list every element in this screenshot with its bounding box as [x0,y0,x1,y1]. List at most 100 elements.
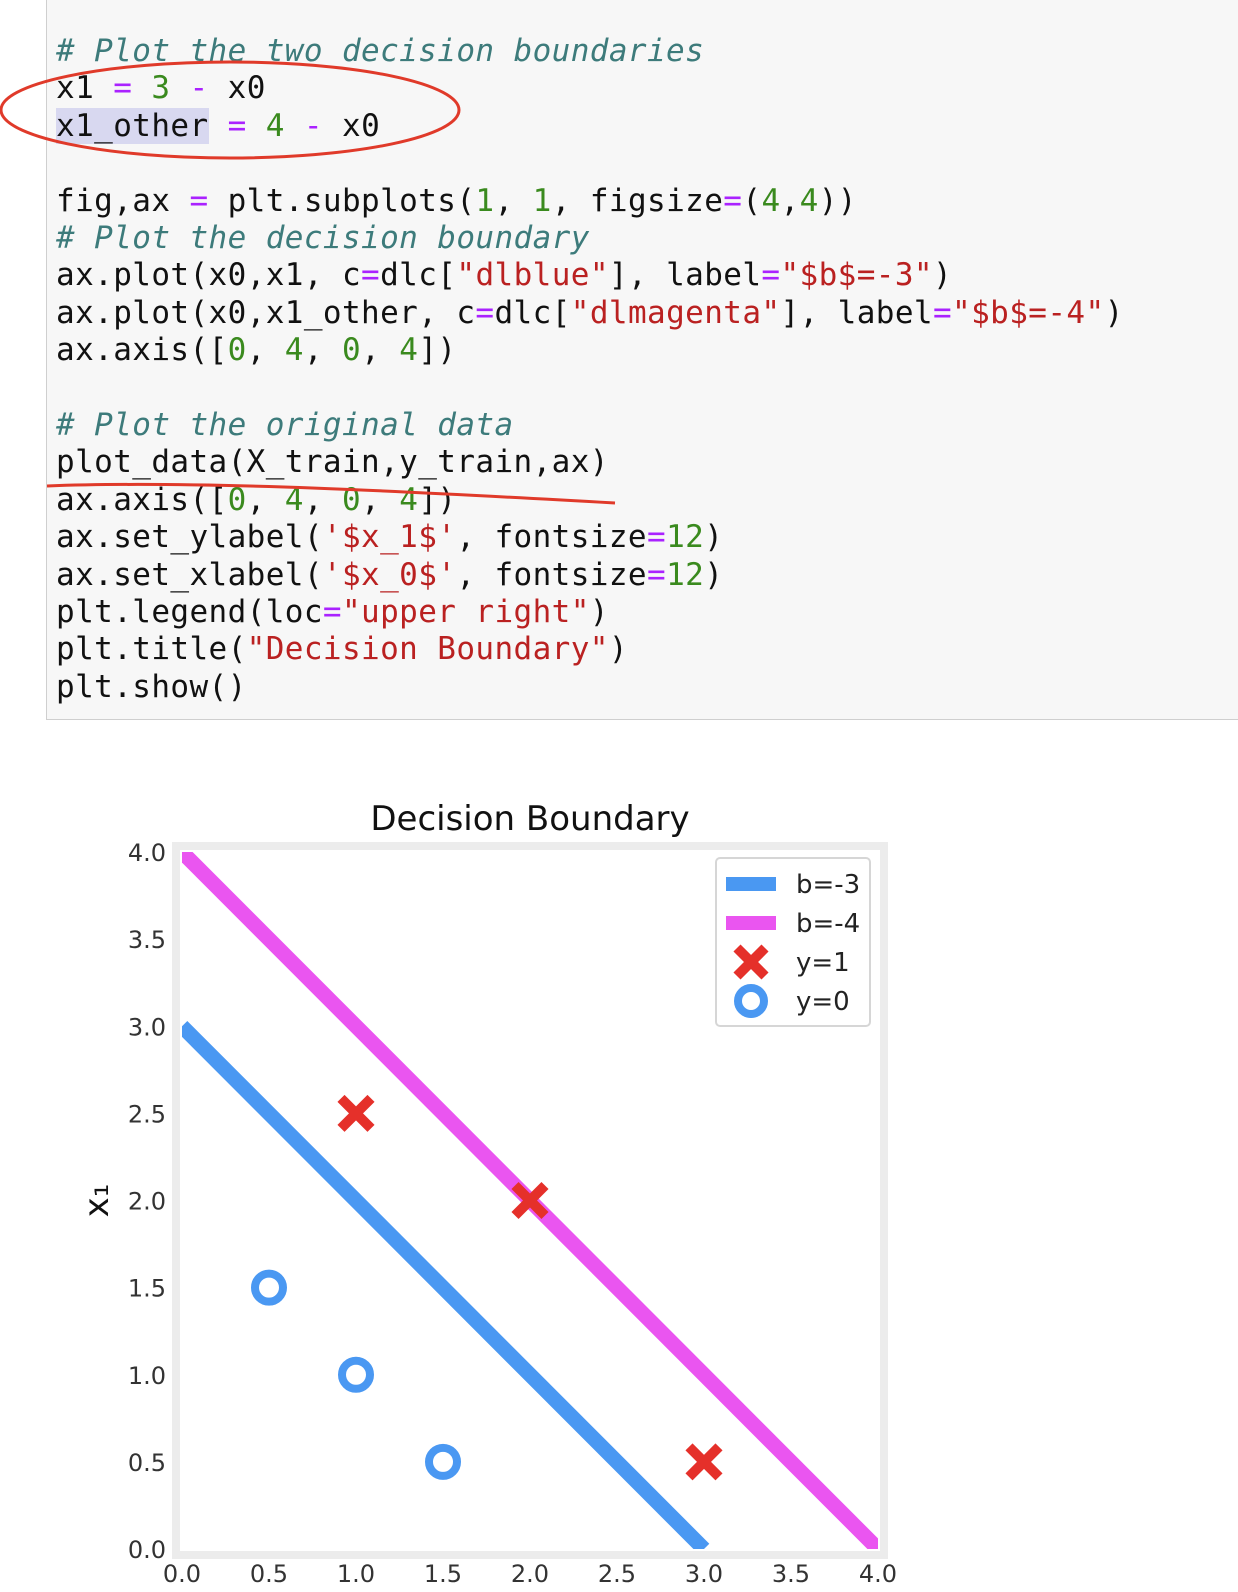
code-token: , fontsize [456,519,647,556]
code-token: ) [704,519,724,556]
y-axis-label: x₁ [77,1184,117,1218]
code-token: 0 [342,481,362,518]
code-token: = [227,107,247,144]
code-token: "Decision Boundary" [246,631,609,668]
x-tick-label: 1.0 [337,1560,375,1588]
code-token [285,108,304,144]
code-token [209,108,228,144]
code-line[interactable]: # Plot the original data [56,406,514,444]
code-token: ax.set_xlabel( [56,556,323,593]
code-line[interactable]: ax.axis([0, 4, 0, 4]) [56,331,456,369]
code-token: dlc[ [380,257,457,294]
chart-title: Decision Boundary [370,799,689,839]
code-token: ax.axis([ [56,481,228,518]
code-token: 1 [532,182,552,219]
code-token: ) [589,594,609,630]
legend-swatch-x [733,944,769,980]
legend-swatch-circle [734,984,768,1018]
code-token: ], label [780,294,933,331]
code-token: "$b$=-3" [780,257,933,294]
code-token: 4 [399,332,419,369]
code-token: ]) [418,332,457,369]
code-line[interactable]: plt.title("Decision Boundary") [56,630,628,668]
code-token: plt.show() [56,668,247,705]
code-token: ]) [418,481,457,518]
code-token: dlc[ [494,294,571,331]
code-token: )) [818,182,857,219]
code-token: plt.subplots( [208,182,476,219]
x-tick-label: 1.5 [424,1560,462,1588]
code-token [132,70,151,106]
code-token: , [303,332,343,369]
code-token: plot_data(X_train,y_train,ax) [56,444,609,481]
code-token: 4 [265,107,285,144]
code-token: = [932,294,953,331]
code-token: "dlmagenta" [570,294,781,331]
code-token: ) [608,631,628,668]
y-tick-label: 0.5 [128,1449,166,1477]
code-line[interactable]: ax.plot(x0,x1, c=dlc["dlblue"], label="$… [56,256,952,294]
y-tick-label: 4.0 [128,839,166,867]
code-token: fig,ax [56,182,190,219]
code-token: "upper right" [341,594,590,630]
code-token: - [189,70,209,107]
code-token: , [246,481,285,518]
legend-label: y=0 [796,987,850,1017]
code-token: x0 [208,70,266,107]
code-line[interactable]: fig,ax = plt.subplots(1, 1, figsize=(4,4… [56,182,857,220]
data-point-positive [511,1181,549,1220]
x-tick-label: 0.0 [163,1560,201,1588]
code-token: x1 [56,70,114,107]
code-line[interactable]: plot_data(X_train,y_train,ax) [56,443,609,481]
code-token: 3 [151,70,171,107]
code-token: ], label [608,257,762,294]
y-tick-label: 2.5 [128,1100,166,1128]
code-token: , [494,182,533,219]
x-tick-label: 2.5 [598,1560,636,1588]
x-tick-label: 2.0 [511,1560,549,1588]
code-token: ax.axis([ [56,332,228,369]
code-token: = [361,257,381,294]
code-token: 4 [799,182,819,219]
code-line[interactable]: ax.axis([0, 4, 0, 4]) [56,481,456,519]
code-token: plt.legend(loc [56,594,323,630]
data-point-negative [425,1443,461,1480]
series-line-b=-3 [182,1020,710,1549]
code-line[interactable]: ax.plot(x0,x1_other, c=dlc["dlmagenta"],… [56,294,1124,332]
code-token: x1_other [56,107,209,144]
y-tick-label: 1.0 [128,1362,166,1390]
data-point-positive [337,1094,375,1132]
code-token: plt.title( [56,631,247,668]
legend-label: b=-3 [796,870,860,900]
chart-svg: Decision Boundary 0.0 0.5 1.0 1.5 2.0 2.5 3.0 3.… [77,799,897,1588]
code-token: 0 [342,332,362,369]
code-line[interactable]: ax.set_ylabel('$x_1$', fontsize=12) [56,518,723,556]
code-token: ax.set_ylabel( [56,519,323,556]
code-line[interactable]: # Plot the decision boundary [56,219,590,257]
code-line[interactable]: plt.show() [56,668,247,706]
code-token: 12 [666,556,705,593]
code-token: ) [1104,294,1124,331]
code-token: 0 [227,481,247,518]
code-line[interactable]: ax.set_xlabel('$x_0$', fontsize=12) [56,556,723,594]
x-tick-label: 3.5 [772,1560,810,1588]
data-point-negative [338,1356,374,1393]
code-token: '$x_1$' [322,519,457,556]
code-token: = [646,556,667,593]
code-token: , [780,182,800,219]
y-tick-label: 2.0 [128,1188,166,1216]
code-token: = [761,257,781,294]
code-token: 4 [284,332,304,369]
code-token: # Plot the decision boundary [56,220,590,256]
code-token: 12 [666,519,705,556]
code-token: = [113,70,133,107]
code-line[interactable]: # Plot the two decision boundaries [56,32,704,70]
code-token: "$b$=-4" [952,294,1105,331]
code-token: , fontsize [456,556,647,593]
output-chart: Decision Boundary 0.0 0.5 1.0 1.5 2.0 2.5 3.0 3.… [0,760,1238,1592]
code-line[interactable]: plt.legend(loc="upper right") [56,593,609,631]
code-token: # Plot the two decision boundaries [56,33,705,69]
code-line[interactable]: x1_other = 4 - x0 [56,107,380,145]
y-tick-label: 3.0 [128,1013,166,1041]
code-line[interactable]: x1 = 3 - x0 [56,69,266,107]
